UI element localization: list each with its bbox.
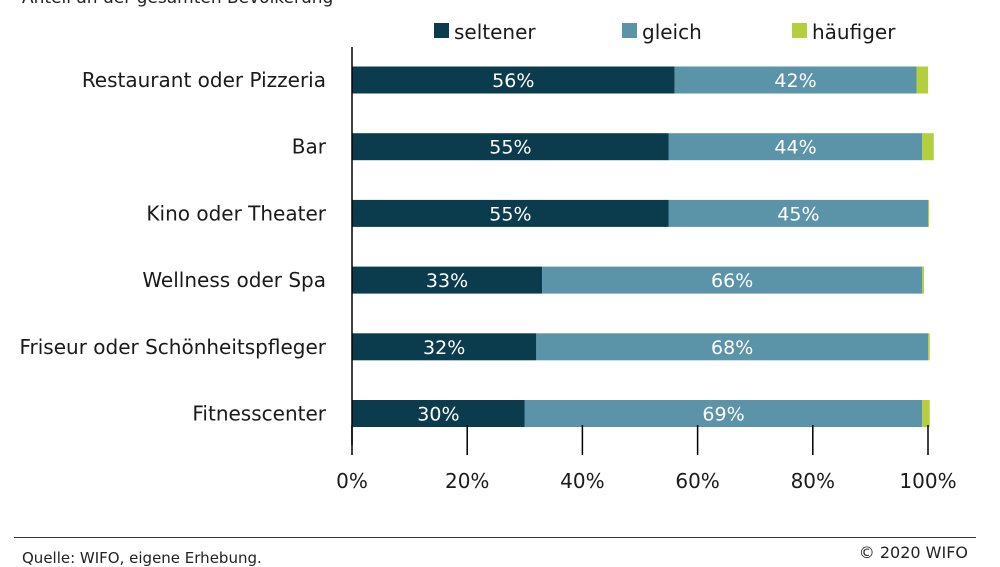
legend-label-seltener: seltener — [454, 20, 536, 44]
category-label: Fitnesscenter — [192, 402, 326, 426]
category-label: Wellness oder Spa — [142, 268, 326, 292]
x-tick-label: 100% — [899, 469, 956, 493]
legend-swatch-häufiger — [792, 23, 807, 38]
source-note: Quelle: WIFO, eigene Erhebung. — [22, 549, 262, 567]
data-label: 66% — [711, 270, 753, 292]
legend-swatch-gleich — [622, 23, 637, 38]
category-label: Restaurant oder Pizzeria — [82, 68, 326, 92]
legend-label-häufiger: häufiger — [812, 20, 896, 44]
x-tick-label: 20% — [445, 469, 489, 493]
stacked-bar-chart: seltener gleich häufiger Restaurant oder P… — [19, 20, 957, 493]
data-label: 33% — [426, 270, 468, 292]
bar-segment-häufiger — [928, 199, 930, 227]
x-tick-label: 80% — [791, 469, 835, 493]
bar-segment-seltener — [352, 400, 525, 427]
data-label: 68% — [711, 337, 753, 359]
data-label: 42% — [774, 70, 816, 92]
bar-segment-häufiger — [922, 400, 930, 427]
data-label: 45% — [777, 203, 819, 225]
chart-subtitle: Anteil an der gesamten Bevölkerung — [22, 0, 333, 8]
bar-segment-häufiger — [928, 333, 930, 361]
bar-segment-gleich — [536, 333, 928, 361]
category-label: Bar — [292, 135, 327, 159]
bar-segment-gleich — [674, 66, 917, 94]
data-label: 32% — [423, 337, 465, 359]
axes: 0% 20% 40% 60% 80% 100% — [336, 47, 957, 493]
bar-segment-seltener — [352, 66, 675, 94]
bar-segment-häufiger — [922, 133, 934, 161]
data-label: 55% — [489, 137, 531, 159]
legend-label-gleich: gleich — [642, 20, 702, 44]
x-tick-label: 40% — [560, 469, 604, 493]
legend-swatch-seltener — [434, 23, 449, 38]
category-label: Kino oder Theater — [146, 201, 326, 225]
data-label: 44% — [774, 137, 816, 159]
bar-segment-gleich — [542, 266, 923, 294]
bar-segment-häufiger — [922, 266, 924, 294]
bar-segment-seltener — [352, 199, 669, 227]
category-label: Friseur oder Schönheitspfleger — [19, 335, 326, 359]
bar-segment-gleich — [668, 133, 923, 161]
footer-divider — [14, 537, 976, 538]
bars: Restaurant oder Pizzeria 56% 42% Bar 55% 44% K… — [19, 66, 934, 427]
bar-segment-häufiger — [916, 66, 928, 94]
bar-segment-seltener — [352, 266, 543, 294]
data-label: 69% — [702, 404, 744, 426]
data-label: 55% — [489, 203, 531, 225]
bar-segment-seltener — [352, 133, 669, 161]
copyright-note: © 2020 WIFO — [858, 543, 968, 562]
x-tick-label: 60% — [675, 469, 719, 493]
bar-segment-gleich — [668, 199, 928, 227]
data-label: 30% — [417, 404, 459, 426]
x-tick-label: 0% — [336, 469, 368, 493]
data-label: 56% — [492, 70, 534, 92]
bar-segment-seltener — [352, 333, 537, 361]
legend: seltener gleich häufiger — [434, 20, 896, 44]
bar-segment-gleich — [524, 400, 923, 427]
